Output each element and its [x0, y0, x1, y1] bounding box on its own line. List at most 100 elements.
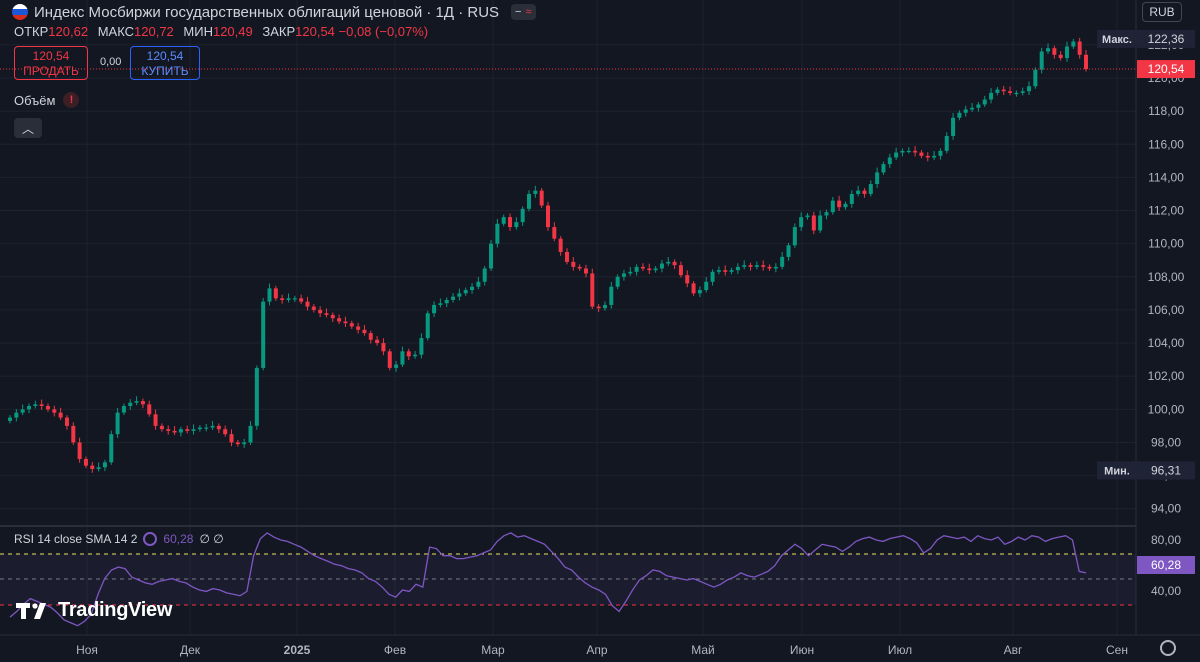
- candle-body: [875, 172, 880, 185]
- warning-icon[interactable]: !: [63, 92, 80, 108]
- candle-body: [944, 135, 949, 151]
- candle-body: [210, 425, 215, 428]
- candle-body: [951, 117, 956, 136]
- logo-text: TradingView: [58, 599, 173, 621]
- candle-body: [356, 326, 361, 330]
- close-value: 120,54 −0,08 (−0,07%): [295, 24, 429, 39]
- low-label: МИН: [183, 24, 213, 39]
- rsi-last-box: [1137, 556, 1195, 574]
- price-tick-label: 94,00: [1151, 502, 1181, 516]
- candle-body: [71, 425, 76, 443]
- time-tick-label: 2025: [284, 643, 311, 657]
- candle-body: [451, 296, 456, 300]
- high-value: 120,72: [134, 24, 174, 39]
- candle-body: [166, 429, 171, 431]
- min-label: Мин.: [1104, 465, 1130, 477]
- candle-body: [20, 409, 25, 413]
- candle-body: [913, 150, 918, 153]
- candle-body: [1058, 54, 1063, 59]
- candle-body: [837, 200, 842, 208]
- candle-body: [96, 467, 101, 469]
- candle-body: [552, 227, 557, 239]
- candle-body: [919, 152, 924, 156]
- price-tick-label: 116,00: [1148, 137, 1184, 151]
- candle-body: [925, 155, 930, 158]
- candle-body: [830, 200, 835, 213]
- candle-body: [267, 288, 272, 302]
- candle-body: [634, 266, 639, 272]
- tradingview-logo[interactable]: TradingView: [16, 599, 172, 622]
- settings-gear-icon[interactable]: [1160, 640, 1176, 656]
- rsi-tick-label: 40,00: [1151, 584, 1181, 598]
- candle-body: [963, 109, 968, 113]
- candle-body: [792, 227, 797, 246]
- candle-body: [742, 265, 747, 267]
- candle-body: [77, 442, 82, 460]
- last-price-box: [1137, 60, 1195, 79]
- candle-body: [134, 401, 139, 403]
- candle-body: [324, 313, 329, 315]
- candle-body: [438, 303, 443, 305]
- candle-body: [172, 430, 177, 433]
- candle-body: [1001, 89, 1006, 92]
- candle-body: [64, 417, 69, 426]
- candle-body: [444, 299, 449, 304]
- candle-body: [666, 261, 671, 264]
- price-axis: 94,0096,0098,00100,00102,00104,00106,001…: [1148, 38, 1185, 516]
- candle-body: [52, 409, 57, 413]
- candle-body: [375, 339, 380, 344]
- candle-body: [786, 245, 791, 257]
- candle-body: [761, 265, 766, 267]
- candle-body: [292, 298, 297, 300]
- candle-body: [881, 164, 886, 173]
- candle-body: [514, 222, 519, 228]
- candle-body: [900, 150, 905, 153]
- sell-button[interactable]: 120,54 ПРОДАТЬ: [14, 46, 88, 80]
- currency-button[interactable]: RUB: [1142, 2, 1182, 22]
- candle-body: [1014, 92, 1019, 95]
- rsi-legend-label[interactable]: RSI 14 close SMA 14 2: [14, 532, 138, 546]
- candle-body: [1071, 41, 1076, 47]
- candle-body: [767, 266, 772, 269]
- candle-body: [697, 290, 702, 294]
- candle-body: [691, 283, 696, 294]
- candle-body: [14, 412, 19, 418]
- candle-body: [1065, 46, 1070, 59]
- symbol-title[interactable]: Индекс Мосбиржи государственных облигаци…: [34, 3, 500, 21]
- price-markers: Макс. 122,36 Мин. 96,31 120,54: [1097, 29, 1195, 480]
- candle-body: [932, 155, 937, 158]
- candle-body: [368, 333, 373, 340]
- russia-flag-icon: [12, 4, 28, 20]
- price-tick-label: 98,00: [1151, 435, 1181, 449]
- candle-body: [419, 338, 424, 355]
- candle-body: [748, 265, 753, 267]
- candle-body: [780, 256, 785, 267]
- candle-body: [178, 429, 183, 433]
- candle-body: [577, 266, 582, 269]
- candle-body: [229, 434, 234, 443]
- candle-body: [520, 208, 525, 223]
- price-tick-label: 112,00: [1148, 204, 1184, 218]
- candle-body: [659, 263, 664, 269]
- candle-body: [1008, 91, 1013, 93]
- candle-body: [476, 281, 481, 287]
- rsi-last-label: 60,28: [1151, 558, 1181, 572]
- buy-button[interactable]: 120,54 КУПИТЬ: [130, 46, 200, 80]
- candle-body: [539, 190, 544, 206]
- candle-body: [58, 412, 63, 418]
- last-price-label: 120,54: [1148, 62, 1185, 76]
- candle-body: [191, 429, 196, 431]
- candle-body: [83, 459, 88, 466]
- candle-body: [501, 217, 506, 224]
- volume-label[interactable]: Объём: [14, 92, 56, 108]
- candle-body: [463, 290, 468, 294]
- candle-body: [571, 261, 576, 267]
- candle-body: [254, 367, 259, 426]
- wave-icon: ≈: [525, 6, 532, 18]
- chevron-up-icon: ︿: [21, 121, 34, 136]
- compare-toggle[interactable]: − ≈: [511, 4, 536, 20]
- candle-body: [1052, 48, 1057, 55]
- candle-body: [337, 318, 342, 322]
- collapse-legend-button[interactable]: ︿: [14, 118, 42, 138]
